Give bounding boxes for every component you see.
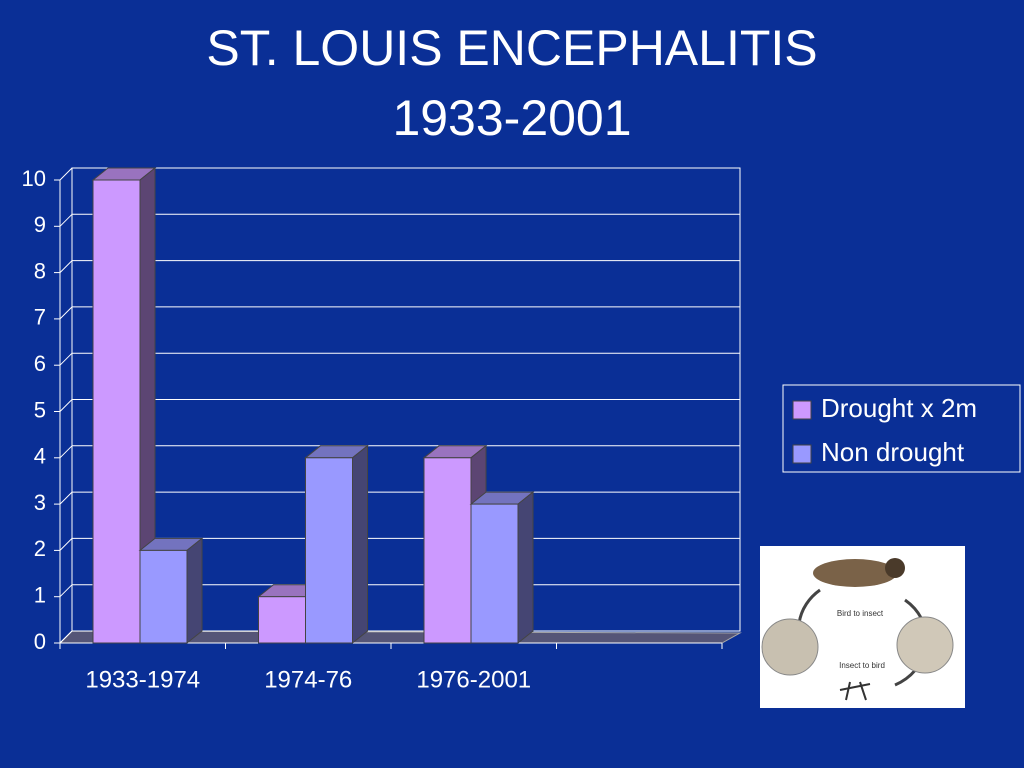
bar [469,491,535,645]
grid-line-side [59,167,73,181]
bar-side [352,444,368,645]
grid-line-side [59,260,73,273]
mosquito [839,681,871,701]
y-tick-label: 2 [34,536,46,561]
bar-side [517,491,534,645]
bar-side [186,537,203,645]
bird-head [885,558,905,578]
bar-front [258,596,306,644]
grid-line-side [59,584,73,598]
grid-line-side [59,491,73,505]
legend-swatch [792,444,812,464]
legend-box [782,384,1021,473]
cell-view [896,616,954,674]
illustration-label: Insect to bird [839,661,885,670]
illustration: Bird to insect Insect to bird [760,546,965,708]
grid-line-side [59,213,73,227]
bar-front [470,503,519,644]
legend-label: Non drought [821,437,965,467]
y-tick-label: 7 [34,305,46,330]
bar-front [92,179,141,644]
grid-line-side [59,630,73,644]
bar-front [423,457,472,644]
legend-swatch [792,400,812,420]
y-tick-label: 8 [34,258,46,283]
legend-label: Drought x 2m [821,393,977,423]
y-tick-label: 9 [34,212,46,237]
grid-line-side [59,399,73,412]
grid-line-side [59,352,73,366]
y-tick-label: 10 [22,166,46,191]
chart-subtitle: 1933-2001 [392,90,631,146]
y-tick-label: 1 [34,583,46,608]
bar [138,537,204,645]
bird-body [813,559,897,587]
x-tick-label: 1974-76 [264,666,352,693]
x-tick-label: 1976-2001 [416,666,531,693]
bar [304,444,369,645]
bar-front [305,457,353,644]
grid-line-side [59,306,73,320]
illustration-label: Bird to insect [837,609,884,618]
chart-title: ST. LOUIS ENCEPHALITIS [206,20,817,76]
y-tick-label: 3 [34,490,46,515]
grid-line-side [59,445,73,459]
bar [91,166,157,645]
x-tick-label: 1933-1974 [85,666,200,693]
y-tick-label: 5 [34,397,46,422]
grid-line-side [59,538,73,551]
y-tick-label: 6 [34,351,46,376]
y-tick-label: 4 [34,444,46,469]
bar-front [139,549,188,644]
cell-view [761,618,819,676]
y-tick-label: 0 [34,629,46,654]
